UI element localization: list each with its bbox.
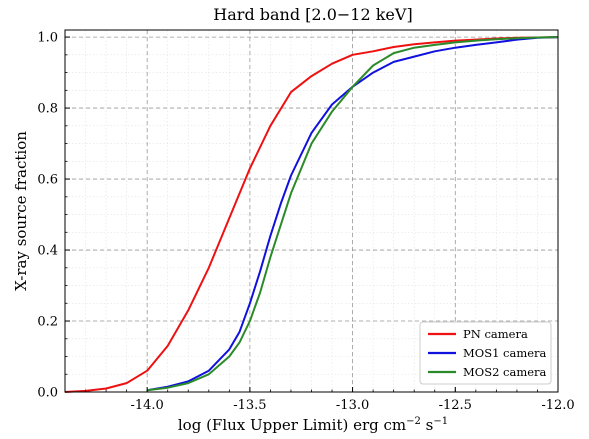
- legend: PN camera MOS1 camera MOS2 camera: [419, 321, 552, 385]
- y-tick-label: 0.4: [37, 244, 58, 259]
- y-tick-label: 0.6: [37, 173, 58, 188]
- x-tick-label: -13.5: [233, 398, 266, 413]
- y-tick-label: 0.0: [37, 386, 58, 401]
- x-axis-label: log (Flux Upper Limit) erg cm−2 s−1: [178, 416, 448, 434]
- y-axis-label: X-ray source fraction: [12, 131, 30, 291]
- series-group: [64, 36, 559, 393]
- chart-title: Hard band [2.0−12 keV]: [213, 5, 412, 24]
- series-line: [147, 36, 559, 392]
- y-tick-label: 0.2: [37, 315, 58, 330]
- x-tick-label: -14.0: [130, 398, 163, 413]
- x-tick-label: -13.0: [336, 398, 369, 413]
- y-ticks: 0.0 0.2 0.4 0.6 0.8 1.0: [37, 31, 70, 401]
- legend-label: MOS2 camera: [463, 365, 547, 379]
- x-ticks: -14.0 -13.5 -13.0 -12.5 -12.0: [64, 387, 575, 413]
- legend-label: PN camera: [463, 327, 528, 341]
- series-line: [147, 36, 559, 392]
- legend-box: [419, 321, 552, 385]
- y-tick-label: 1.0: [37, 31, 58, 46]
- x-tick-label: -12.0: [541, 398, 574, 413]
- y-tick-label: 0.8: [37, 102, 58, 117]
- x-tick-label: -12.5: [439, 398, 472, 413]
- legend-label: MOS1 camera: [463, 346, 547, 360]
